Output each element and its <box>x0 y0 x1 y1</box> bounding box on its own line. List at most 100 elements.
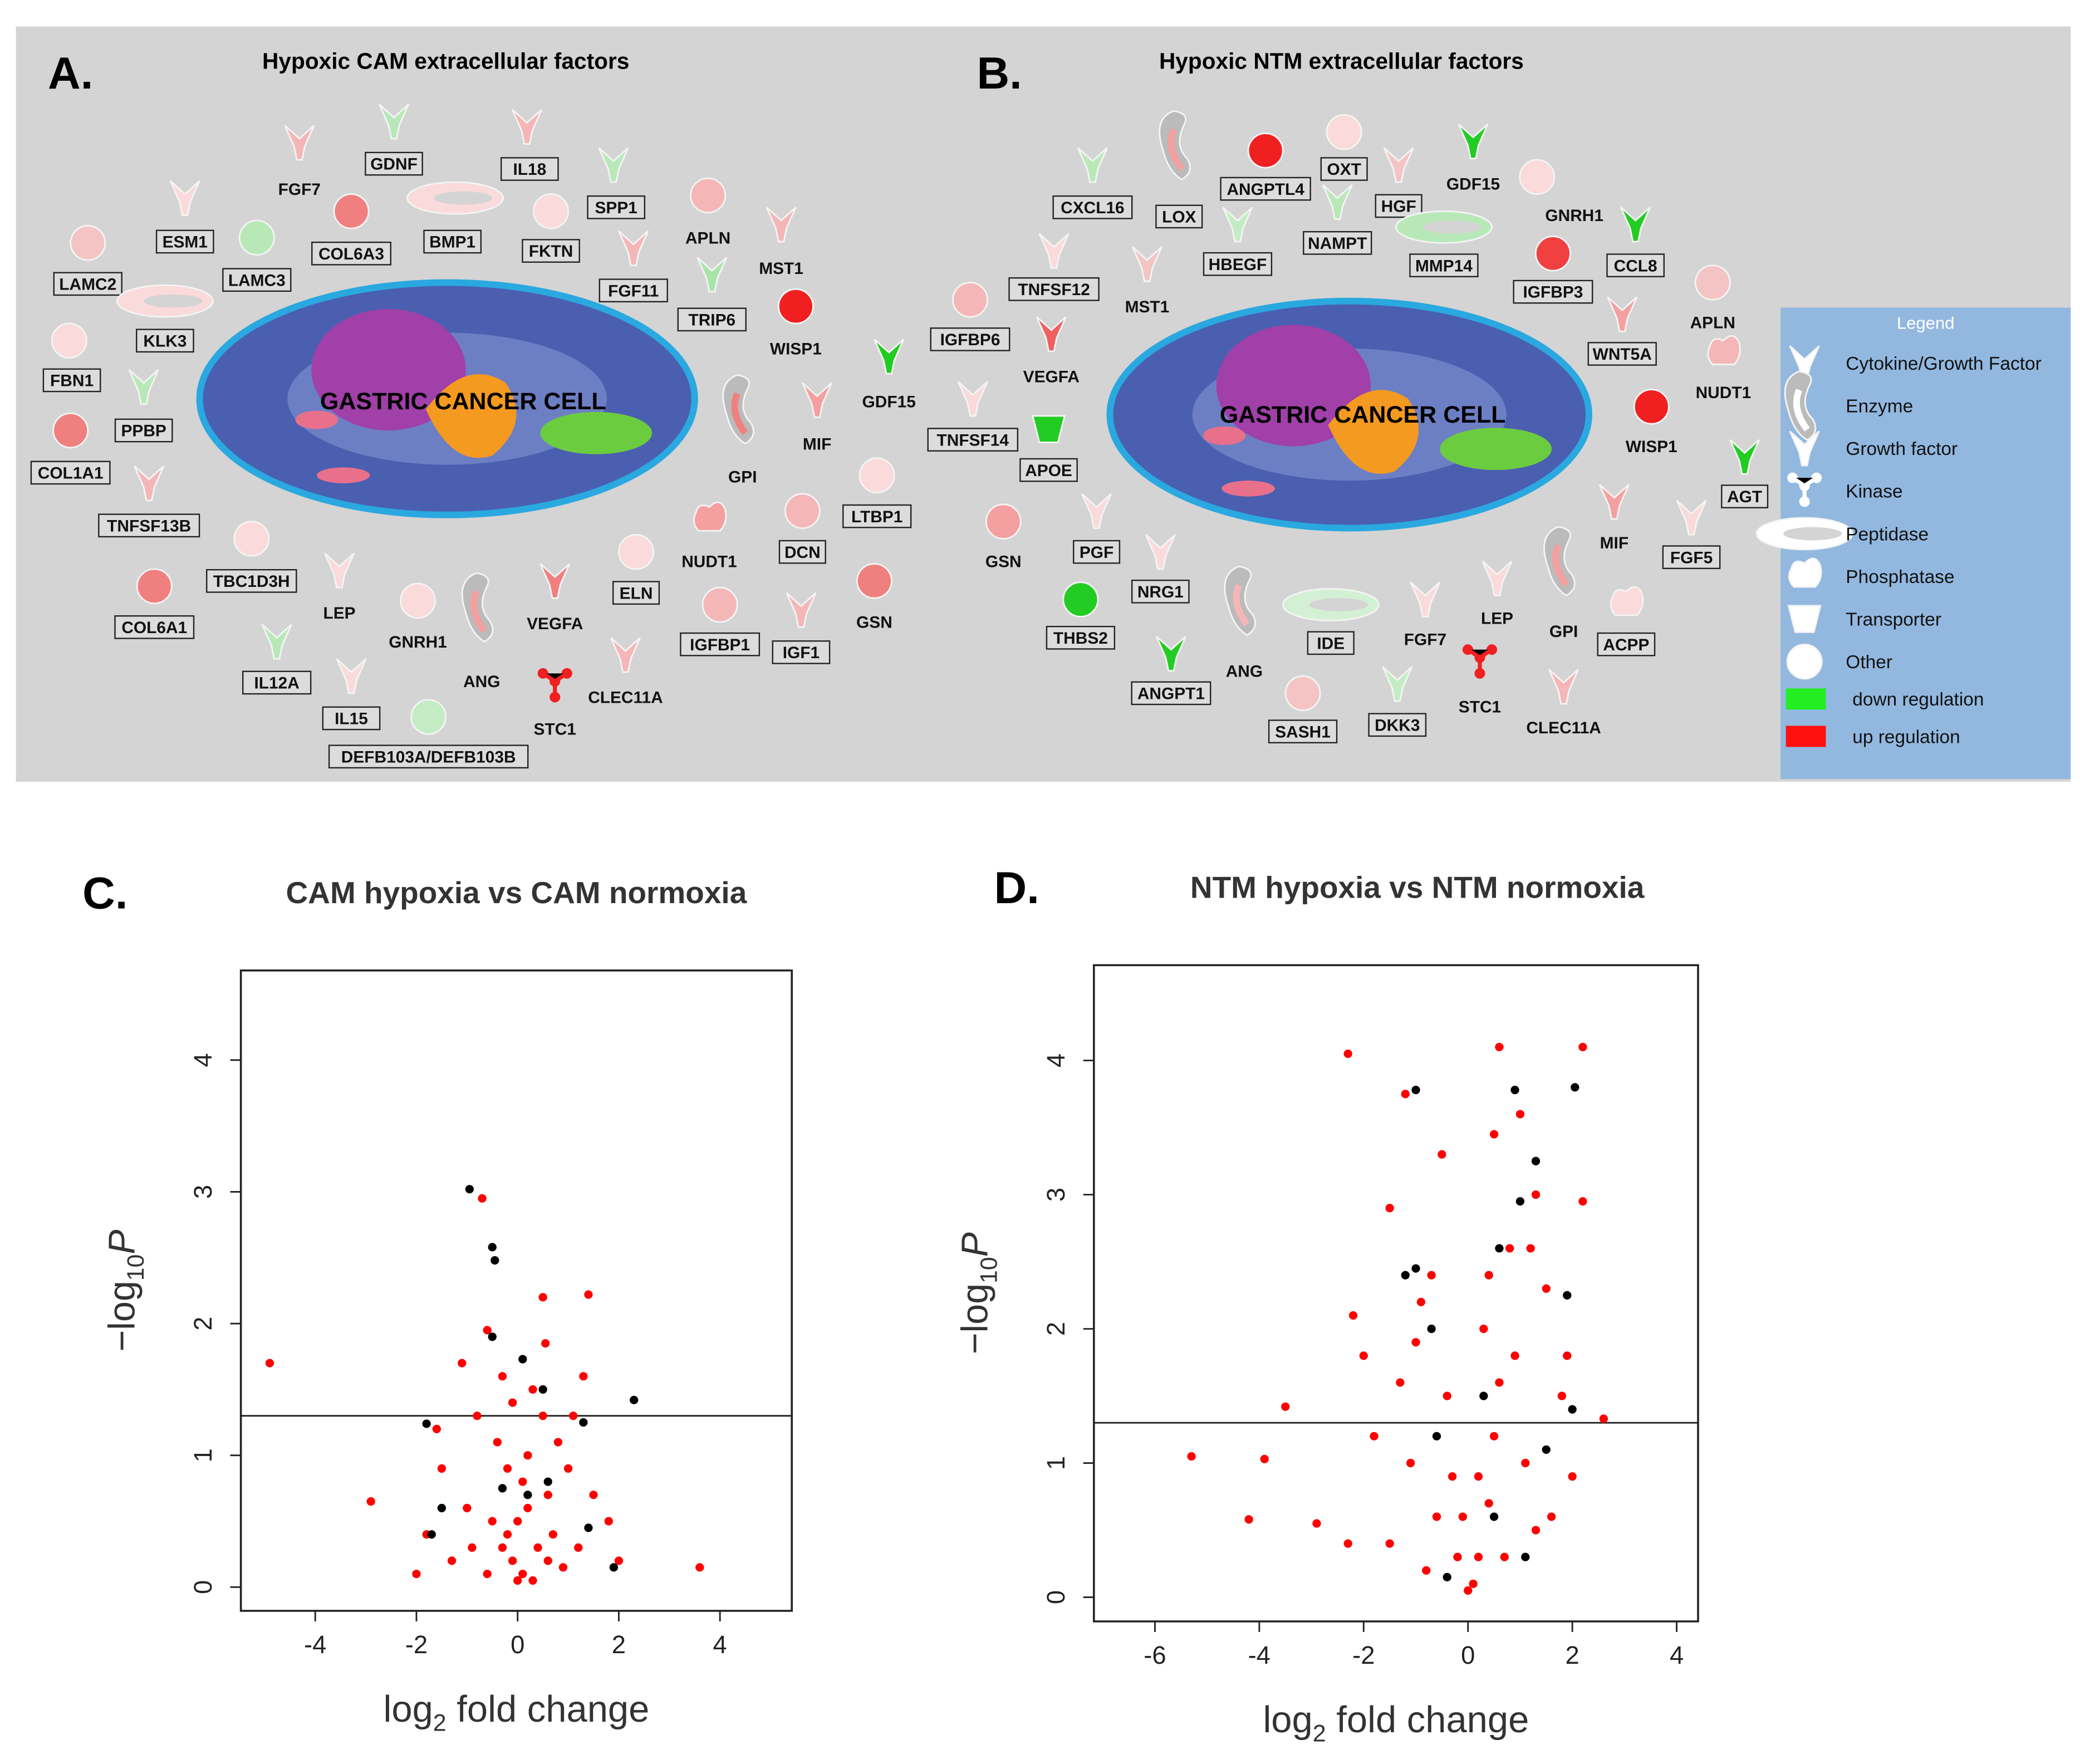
cytokine-icon <box>874 339 905 375</box>
point <box>473 1412 482 1420</box>
other-icon <box>1786 643 1823 680</box>
gene-box <box>155 229 214 254</box>
gene-box <box>1597 632 1656 656</box>
gene-icon <box>1282 588 1380 621</box>
point <box>493 1438 502 1447</box>
gene-box <box>1409 253 1479 277</box>
cell-label: GASTRIC CANCER CELL <box>320 388 606 415</box>
y-axis-label-post: P <box>954 1232 995 1257</box>
cytokine-icon <box>1481 560 1513 596</box>
point <box>569 1412 578 1420</box>
gene-box <box>114 418 173 443</box>
x-axis-label-sub: 2 <box>433 1710 447 1737</box>
gene-box <box>1662 545 1721 570</box>
point <box>1281 1402 1290 1411</box>
gene-icon <box>1694 264 1731 301</box>
gene-box <box>1046 625 1116 650</box>
cytokine-icon <box>1729 439 1760 475</box>
point <box>584 1290 593 1299</box>
point <box>498 1484 507 1493</box>
cytokine-icon <box>1789 345 1820 381</box>
gene-label: LEP <box>1481 610 1513 628</box>
gene-icon <box>284 125 315 161</box>
gene-icon <box>985 503 1022 540</box>
gene-label: NUDT1 <box>681 553 737 571</box>
gene-icon <box>598 147 629 183</box>
gene-icon <box>1032 415 1066 443</box>
gene-icon <box>1322 184 1353 220</box>
gene-box <box>778 540 826 564</box>
other-icon <box>233 521 270 557</box>
y-tick-label: 0 <box>189 1580 217 1594</box>
point <box>1312 1519 1321 1528</box>
gene-label: FGF7 <box>1404 630 1446 649</box>
gene-box <box>1019 458 1078 482</box>
x-axis-label: log2 fold change <box>383 1689 649 1736</box>
panel-letter: B. <box>977 48 1022 99</box>
point <box>1479 1391 1488 1400</box>
point <box>488 1517 497 1526</box>
enzyme-core <box>1233 584 1250 627</box>
point <box>548 1530 557 1539</box>
gene-icon <box>952 282 989 318</box>
point <box>1510 1351 1519 1360</box>
point <box>1526 1244 1535 1253</box>
gene-icon <box>1787 472 1822 507</box>
point <box>1500 1552 1509 1561</box>
point <box>1571 1083 1579 1092</box>
point <box>508 1398 517 1407</box>
gene-label: BMP1 <box>429 233 475 252</box>
gene-icon <box>1534 236 1571 272</box>
x-tick-label: -2 <box>1352 1641 1375 1669</box>
point <box>1495 1042 1504 1051</box>
gene-box <box>612 581 660 605</box>
gene-label: KLK3 <box>143 332 187 351</box>
x-axis-label-sub: 2 <box>1313 1721 1326 1747</box>
gene-box <box>1203 252 1273 276</box>
gene-icon <box>859 457 895 493</box>
point <box>498 1543 507 1552</box>
gene-label: ANG <box>463 673 500 691</box>
gene-icon <box>539 563 571 599</box>
gene-label: GNRH1 <box>1545 207 1603 225</box>
point <box>1427 1324 1436 1334</box>
gene-label: ESM1 <box>163 233 208 252</box>
cytokine-icon <box>1598 484 1630 520</box>
cytokine-icon <box>786 592 817 628</box>
gene-icon <box>1159 110 1191 181</box>
gene-label: IDE <box>1317 635 1345 653</box>
gene-box <box>1587 342 1657 366</box>
cytokine-icon <box>1145 534 1176 570</box>
gene-icon <box>1676 499 1707 536</box>
cytokine-icon <box>1382 666 1413 702</box>
point <box>518 1570 527 1579</box>
point <box>1427 1271 1436 1280</box>
gene-icon <box>1610 586 1644 616</box>
y-tick-label: 0 <box>1042 1590 1070 1604</box>
y-tick-label: 1 <box>1042 1456 1070 1470</box>
other-icon <box>777 288 814 325</box>
point <box>1542 1445 1551 1454</box>
gene-label: AGT <box>1727 488 1762 506</box>
other-icon <box>985 503 1022 540</box>
plot-frame <box>1093 964 1699 1623</box>
point <box>1531 1157 1541 1165</box>
other-icon <box>400 582 436 619</box>
x-tick-label: 2 <box>612 1630 626 1659</box>
gene-icon <box>856 563 892 599</box>
point <box>1416 1297 1426 1306</box>
other-icon <box>1534 236 1571 272</box>
gene-box <box>1303 231 1372 255</box>
gene-icon <box>1081 493 1112 529</box>
point <box>1411 1264 1420 1273</box>
gene-icon <box>52 412 89 449</box>
gene-icon <box>802 382 833 418</box>
gene-icon <box>406 181 504 215</box>
gene-box <box>1307 631 1355 655</box>
point <box>1578 1197 1587 1206</box>
phosphatase-icon <box>693 501 727 532</box>
point <box>1343 1049 1352 1059</box>
point <box>488 1243 497 1252</box>
point <box>468 1543 477 1552</box>
gene-icon <box>1222 207 1253 243</box>
